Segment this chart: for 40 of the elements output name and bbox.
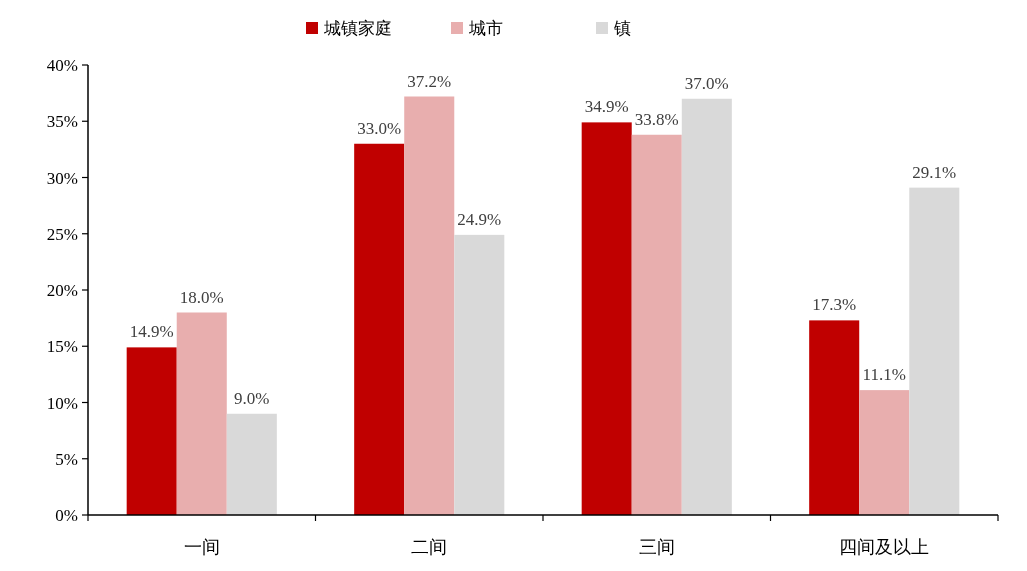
data-label: 18.0% <box>179 287 224 307</box>
legend-label: 城市 <box>468 18 503 38</box>
legend-label: 镇 <box>613 18 631 38</box>
bar <box>809 320 860 515</box>
data-label: 37.0% <box>684 73 729 93</box>
data-label: 24.9% <box>457 209 502 229</box>
bar <box>859 390 910 515</box>
bar <box>226 413 277 515</box>
bar <box>354 143 405 515</box>
bar <box>681 98 732 515</box>
data-label: 14.9% <box>129 322 174 342</box>
bar <box>176 312 227 515</box>
x-tick-label: 一间 <box>183 536 220 557</box>
bar <box>631 134 682 515</box>
data-label: 17.3% <box>812 295 857 315</box>
bar <box>454 234 505 515</box>
x-tick-label: 三间 <box>638 536 675 557</box>
legend-label: 城镇家庭 <box>323 18 392 38</box>
data-label: 37.2% <box>407 71 452 91</box>
y-tick-label: 5% <box>55 449 78 469</box>
data-label: 33.8% <box>634 109 679 129</box>
x-tick-label: 四间及以上 <box>839 536 930 557</box>
data-label: 11.1% <box>862 365 906 385</box>
x-tick-label: 二间 <box>411 536 448 557</box>
y-tick-label: 35% <box>46 112 78 132</box>
data-label: 29.1% <box>912 162 957 182</box>
y-tick-label: 25% <box>46 224 78 244</box>
bar <box>581 122 632 515</box>
y-tick-label: 30% <box>46 168 78 188</box>
data-label: 34.9% <box>584 97 629 117</box>
bar <box>909 187 960 515</box>
y-tick-label: 40% <box>46 56 78 75</box>
y-tick-label: 10% <box>46 393 78 413</box>
bar <box>126 347 177 515</box>
y-tick-label: 15% <box>46 337 78 357</box>
data-label: 33.0% <box>357 118 402 138</box>
bar <box>404 96 455 515</box>
y-tick-label: 0% <box>55 506 78 525</box>
y-tick-label: 20% <box>46 281 78 300</box>
data-label: 9.0% <box>234 388 270 408</box>
